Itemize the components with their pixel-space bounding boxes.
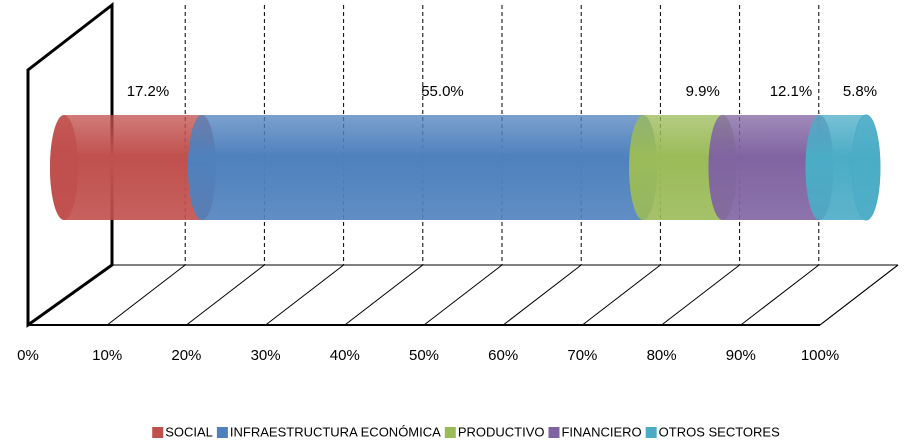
x-tick-label: 100% bbox=[801, 347, 839, 364]
floor-grid-line bbox=[186, 264, 265, 326]
legend-label: FINANCIERO bbox=[561, 424, 641, 439]
x-tick-label: 20% bbox=[171, 347, 201, 364]
floor-grid-line bbox=[819, 264, 899, 326]
data-label: 9.9% bbox=[686, 83, 720, 100]
legend-swatch bbox=[548, 427, 560, 438]
floor-grid-line bbox=[423, 264, 503, 326]
x-tick-label: 50% bbox=[409, 347, 439, 364]
x-tick-label: 80% bbox=[647, 347, 677, 364]
floor-grid-line bbox=[502, 264, 582, 326]
x-tick-label: 40% bbox=[330, 347, 360, 364]
legend-swatch bbox=[216, 427, 228, 438]
floor-grid-line bbox=[344, 264, 424, 326]
data-label: 5.8% bbox=[843, 83, 877, 100]
floor-grid-line bbox=[265, 264, 344, 326]
legend-label: OTROS SECTORES bbox=[659, 424, 780, 439]
legend-label: SOCIAL bbox=[165, 424, 213, 439]
data-label: 55.0% bbox=[421, 83, 464, 100]
legend-label: PRODUCTIVO bbox=[458, 424, 545, 439]
bar-cap-left bbox=[50, 115, 78, 220]
bar-cap-right bbox=[851, 114, 881, 221]
x-tick-label: 30% bbox=[251, 347, 281, 364]
x-tick-label: 60% bbox=[488, 347, 518, 364]
legend-swatch bbox=[645, 427, 657, 438]
bar-segment bbox=[187, 115, 658, 220]
legend-swatch bbox=[152, 427, 164, 438]
floor-grid-line bbox=[661, 264, 740, 326]
floor-grid-line bbox=[582, 264, 661, 326]
legend-label: INFRAESTRUCTURA ECONÓMICA bbox=[230, 424, 441, 439]
x-tick-label: 70% bbox=[567, 347, 597, 364]
floor-grid-line bbox=[740, 264, 820, 326]
data-label: 12.1% bbox=[770, 83, 813, 100]
floor-grid-line bbox=[106, 264, 186, 326]
bar-segment bbox=[708, 115, 834, 220]
x-tick-label: 90% bbox=[726, 347, 756, 364]
x-tick-label: 10% bbox=[92, 347, 122, 364]
x-tick-label: 0% bbox=[17, 347, 39, 364]
bar-segment bbox=[50, 115, 216, 220]
bar-segment bbox=[629, 115, 737, 220]
legend-swatch bbox=[444, 427, 456, 438]
data-label: 17.2% bbox=[127, 83, 170, 100]
